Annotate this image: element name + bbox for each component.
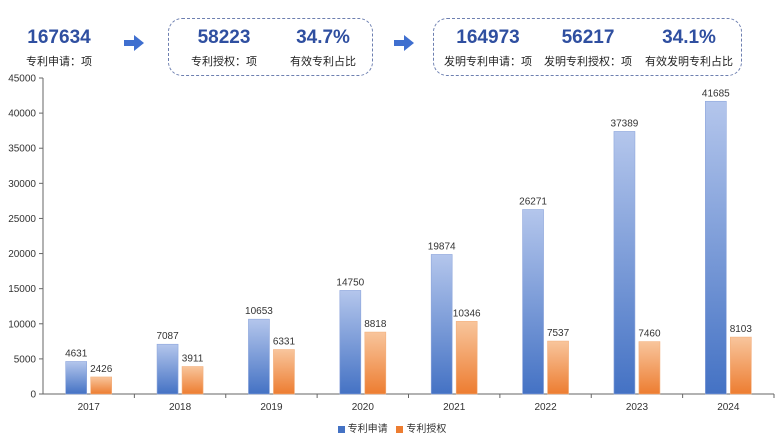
stat-invention-granted-value: 56217 xyxy=(561,27,615,48)
data-label-grant-2021: 10346 xyxy=(453,308,481,319)
legend-label-grant: 专利授权 xyxy=(406,424,447,435)
y-tick-label: 35000 xyxy=(8,144,36,155)
data-label-application-2023: 37389 xyxy=(611,118,639,129)
y-tick-label: 5000 xyxy=(14,354,37,365)
stat-applications-label: 专利申请：项 xyxy=(26,56,92,68)
data-label-grant-2018: 3911 xyxy=(182,354,204,365)
legend-item-grant: 专利授权 xyxy=(396,420,446,435)
x-tick-label: 2024 xyxy=(717,402,740,413)
bar-grant-2020 xyxy=(364,331,387,395)
stat-applications: 167634 专利申请：项 xyxy=(16,28,102,69)
data-label-application-2024: 41685 xyxy=(702,88,730,99)
stat-valid-ratio-label: 有效专利占比 xyxy=(290,56,356,68)
stat-invention-valid-ratio-value: 34.1% xyxy=(662,27,716,48)
bar-grant-2017 xyxy=(90,376,112,395)
data-label-grant-2017: 2426 xyxy=(90,364,113,375)
chart-legend: 专利申请 专利授权 xyxy=(0,420,784,435)
y-tick-label: 30000 xyxy=(8,179,36,190)
x-tick-label: 2021 xyxy=(443,402,466,413)
bar-application-2022 xyxy=(522,209,544,395)
y-tick-label: 15000 xyxy=(8,284,36,295)
bar-application-2021 xyxy=(430,254,453,395)
bar-application-2018 xyxy=(156,343,179,395)
legend-item-application: 专利申请 xyxy=(337,420,388,435)
y-tick-label: 40000 xyxy=(8,109,36,120)
x-tick-label: 2018 xyxy=(169,402,192,413)
bar-grant-2018 xyxy=(181,366,204,395)
x-tick-label: 2022 xyxy=(534,402,557,413)
y-tick-label: 45000 xyxy=(8,74,36,85)
stat-invention-applications-value: 164973 xyxy=(456,27,520,48)
x-tick-label: 2017 xyxy=(78,402,101,413)
stat-invention-granted: 56217 发明专利授权：项 xyxy=(539,28,637,69)
data-label-grant-2019: 6331 xyxy=(273,337,296,348)
data-label-application-2021: 19874 xyxy=(428,241,456,252)
invention-summary-box xyxy=(433,18,742,76)
legend-label-application: 专利申请 xyxy=(347,424,388,435)
bar-grant-2023 xyxy=(638,341,661,395)
bar-grant-2019 xyxy=(273,349,295,395)
stat-granted-label: 专利授权：项 xyxy=(191,56,257,68)
data-label-grant-2024: 8103 xyxy=(730,324,753,335)
y-tick-label: 0 xyxy=(30,390,36,401)
x-tick-label: 2019 xyxy=(260,402,283,413)
data-label-grant-2022: 7537 xyxy=(547,328,570,339)
data-label-application-2018: 7087 xyxy=(156,331,179,342)
bar-grant-2024 xyxy=(730,336,752,395)
data-label-application-2017: 4631 xyxy=(65,348,88,359)
stat-invention-valid-ratio-label: 有效发明专利占比 xyxy=(645,56,733,68)
stat-valid-ratio: 34.7% 有效专利占比 xyxy=(280,28,366,69)
data-label-application-2020: 14750 xyxy=(336,277,364,288)
y-tick-label: 10000 xyxy=(8,319,36,330)
bar-application-2024 xyxy=(705,100,727,395)
data-label-application-2019: 10653 xyxy=(245,306,273,317)
x-tick-label: 2020 xyxy=(352,402,375,413)
legend-swatch-application xyxy=(337,425,345,433)
stat-invention-applications: 164973 发明专利申请：项 xyxy=(437,28,539,69)
bar-application-2020 xyxy=(339,290,362,395)
data-label-application-2022: 26271 xyxy=(519,197,547,208)
bar-grant-2022 xyxy=(547,340,569,395)
bar-application-2019 xyxy=(248,318,270,395)
stat-invention-valid-ratio: 34.1% 有效发明专利占比 xyxy=(639,28,739,69)
legend-swatch-grant xyxy=(396,425,404,433)
data-label-grant-2023: 7460 xyxy=(638,329,661,340)
stat-valid-ratio-value: 34.7% xyxy=(296,27,350,48)
y-tick-label: 25000 xyxy=(8,214,36,225)
arrow-right-icon xyxy=(124,35,144,51)
data-label-grant-2020: 8818 xyxy=(364,319,387,330)
bar-grant-2021 xyxy=(455,321,478,395)
bar-application-2023 xyxy=(613,131,636,395)
y-tick-label: 20000 xyxy=(8,249,36,260)
stat-invention-applications-label: 发明专利申请：项 xyxy=(444,56,532,68)
stat-invention-granted-label: 发明专利授权：项 xyxy=(544,56,632,68)
x-tick-label: 2023 xyxy=(626,402,649,413)
arrow-right-icon xyxy=(394,35,414,51)
stat-granted: 58223 专利授权：项 xyxy=(176,28,272,69)
granted-summary-box xyxy=(168,18,373,76)
stat-applications-value: 167634 xyxy=(27,27,91,48)
bar-application-2017 xyxy=(65,361,87,395)
stat-granted-value: 58223 xyxy=(197,27,251,48)
